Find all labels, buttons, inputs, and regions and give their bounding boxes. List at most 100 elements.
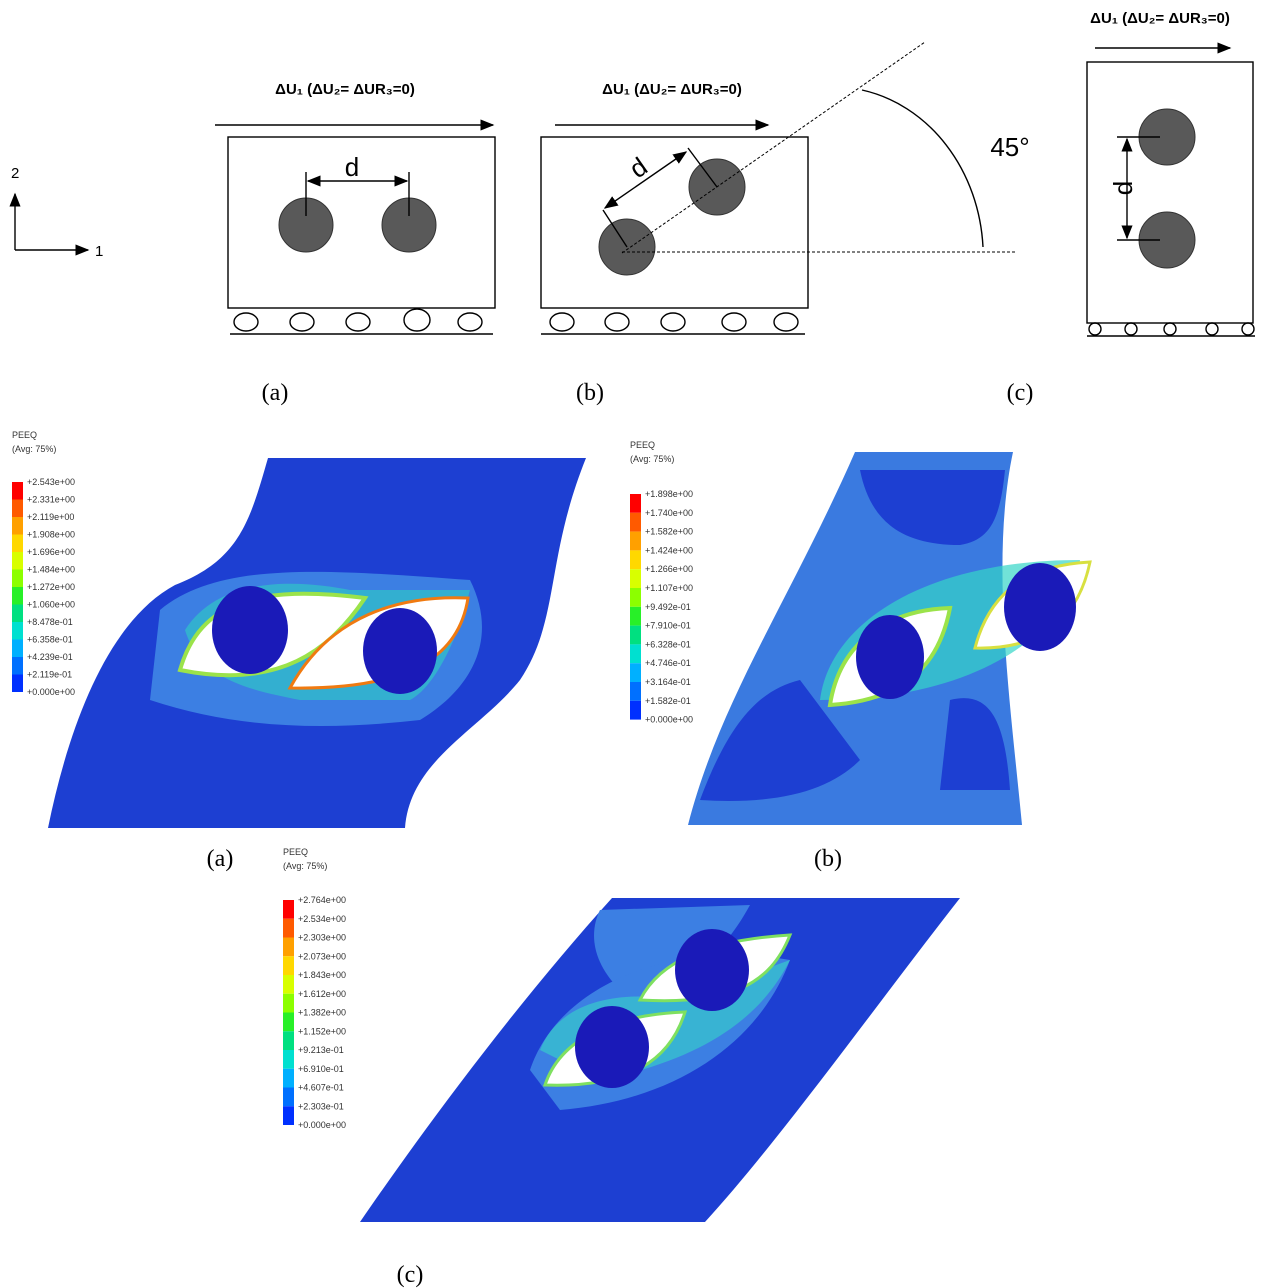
legend-band: [12, 534, 23, 552]
dimension-tick: [602, 209, 628, 248]
dimension-label: d: [345, 152, 359, 182]
legend-value: +1.272e+00: [27, 582, 75, 592]
legend-value: +2.534e+00: [298, 914, 346, 924]
legend-band: [283, 1068, 294, 1088]
legend-band: [283, 1031, 294, 1050]
strain-zone: [700, 680, 860, 801]
legend-value: +0.000e+00: [645, 715, 693, 725]
legend-band: [630, 606, 641, 626]
legend-value: +1.612e+00: [298, 989, 346, 999]
legend-band: [12, 639, 23, 657]
load-label: ΔU₁ (ΔU₂= ΔUR₃=0): [1090, 10, 1230, 27]
inclusion: [675, 929, 749, 1011]
legend-band: [12, 657, 23, 675]
legend-band: [12, 552, 23, 570]
schematic-a: ΔU₁ (ΔU₂= ΔUR₃=0) d (a): [215, 81, 496, 406]
legend-value: +1.060e+00: [27, 600, 75, 610]
legend-value: +4.239e-01: [27, 652, 73, 662]
dimension-label: d: [624, 151, 653, 184]
legend-band: [12, 587, 23, 605]
legend-band: [630, 550, 641, 570]
dashed-line: [621, 41, 926, 254]
legend-value: +2.764e+00: [298, 895, 346, 905]
legend-band: [630, 531, 641, 551]
contour-a: (a): [48, 458, 586, 872]
legend-value: +2.119e-01: [27, 670, 72, 680]
legend-value: +0.000e+00: [298, 1120, 346, 1130]
legend-band: [283, 900, 294, 919]
legend-subtitle: (Avg: 75%): [630, 454, 674, 464]
legend-value: +2.303e+00: [298, 933, 346, 943]
legend-value: +1.582e-01: [645, 696, 691, 706]
legend-value: +1.898e+00: [645, 489, 693, 499]
legend-value: +2.303e-01: [298, 1101, 344, 1111]
legend-value: +1.696e+00: [27, 547, 75, 557]
legend-value: +7.910e-01: [645, 621, 691, 631]
legend-band: [12, 482, 23, 500]
panel-label: (b): [814, 846, 842, 872]
inclusion: [212, 586, 288, 674]
legend-value: +1.908e+00: [27, 530, 75, 540]
legend-value: +4.607e-01: [298, 1083, 344, 1093]
legends: PEEQ (Avg: 75%) +2.543e+00 +2.331e+00 +2.119…: [12, 430, 693, 1130]
strain-zone: [594, 905, 750, 990]
legend-band: [283, 956, 294, 975]
legend-value: +6.910e-01: [298, 1064, 344, 1074]
schematic-c: ΔU₁ (ΔU₂= ΔUR₃=0) d (c): [1007, 10, 1255, 406]
legend-band: [283, 1012, 294, 1032]
load-label: ΔU₁ (ΔU₂= ΔUR₃=0): [275, 81, 415, 98]
legend-value: +0.000e+00: [27, 687, 75, 697]
legend-band: [630, 644, 641, 664]
legend-band: [283, 1087, 294, 1107]
legend-band: [630, 512, 641, 532]
coordinate-axes: 2 1: [9, 165, 103, 260]
legend-value: +8.478e-01: [27, 617, 73, 627]
inclusion: [575, 1006, 649, 1088]
specimen-box: [540, 136, 809, 309]
legend-title: PEEQ: [630, 440, 655, 450]
legend-value: +1.484e+00: [27, 565, 75, 575]
legend-band: [630, 682, 641, 701]
legend-value: +4.746e-01: [645, 658, 691, 668]
legend-value: +1.424e+00: [645, 545, 693, 555]
legend-band: [12, 517, 23, 535]
legend-subtitle: (Avg: 75%): [12, 444, 56, 454]
legend-value: +1.582e+00: [645, 527, 693, 537]
contour-c: (c): [360, 898, 960, 1288]
strain-zone: [940, 698, 1010, 790]
legend-value: +9.213e-01: [298, 1045, 344, 1055]
legend-band: [283, 993, 294, 1013]
legend-value: +1.843e+00: [298, 970, 346, 980]
axis-label: 2: [11, 165, 19, 182]
legend-band: [12, 499, 23, 517]
rollers: [233, 308, 483, 332]
legend-value: +1.107e+00: [645, 583, 693, 593]
legend-band: [283, 918, 294, 938]
legend-value: +1.266e+00: [645, 564, 693, 574]
angle-label: 45°: [990, 132, 1029, 162]
legend-value: +2.331e+00: [27, 495, 75, 505]
legend-title: PEEQ: [283, 847, 308, 857]
panel-label: (a): [207, 846, 234, 872]
dimension-line: [603, 151, 688, 209]
legend-value: +9.492e-01: [645, 602, 691, 612]
specimen-box: [227, 136, 496, 309]
legend-title: PEEQ: [12, 430, 37, 440]
legend-band: [630, 625, 641, 645]
dimension-tick: [687, 147, 718, 188]
angle-arc: [861, 89, 984, 248]
legend-value: +1.152e+00: [298, 1026, 346, 1036]
legend-band: [12, 674, 23, 692]
legend-band: [283, 937, 294, 957]
inclusion: [363, 608, 437, 694]
axis-label: 1: [95, 243, 103, 260]
legend-band: [630, 588, 641, 607]
schematic-b: ΔU₁ (ΔU₂= ΔUR₃=0) 45° d (b): [540, 41, 1030, 406]
legend-band: [12, 622, 23, 640]
legend-value: +6.328e-01: [645, 639, 691, 649]
legend-value: +3.164e-01: [645, 677, 691, 687]
contour-b: (b): [688, 452, 1092, 872]
inclusion: [1004, 563, 1076, 651]
